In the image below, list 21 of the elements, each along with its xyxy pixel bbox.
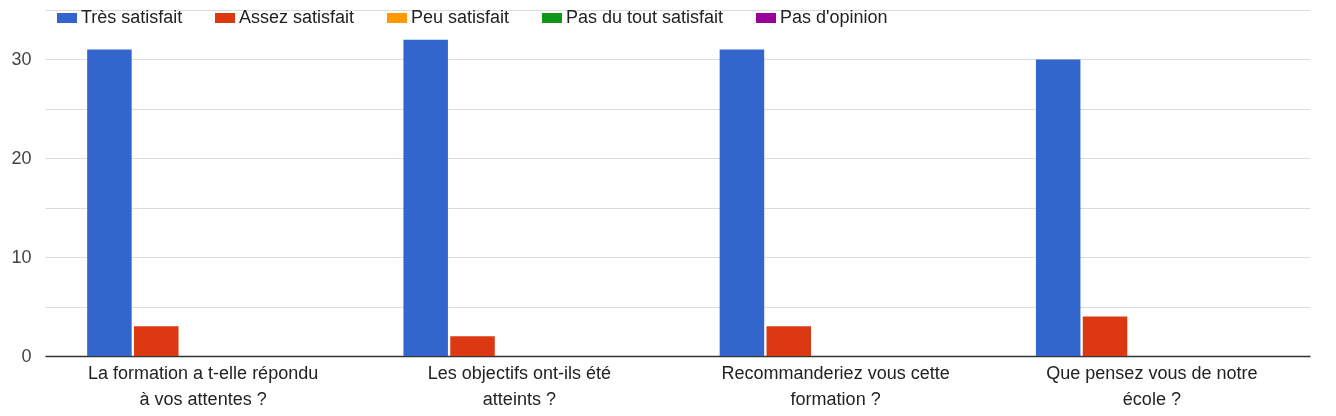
bar [766,326,812,356]
legend-label: Pas d'opinion [780,7,888,27]
bar [134,326,179,356]
legend-label: Peu satisfait [411,7,510,27]
x-tick-label: La formation a t-elle répondu à vos attentes ? [88,362,319,409]
bar [1035,59,1081,356]
bar [87,49,132,356]
bar [403,39,448,356]
legend-label: Pas du tout satisfait [566,7,724,27]
x-tick-label: Que pensez vous de notre école ? [1046,362,1258,409]
y-tick-label: 0 [21,345,32,366]
bar [1082,316,1128,356]
bar [719,49,765,356]
x-tick-label: Recommanderiez vous cette formation ? [721,362,950,409]
y-tick-label: 30 [11,48,32,69]
y-tick-label: 20 [11,147,32,168]
legend-label: Très satisfait [81,7,183,27]
legend-label: Assez satisfait [239,7,355,27]
x-tick-label: Les objectifs ont-ils été atteints ? [427,362,611,409]
bar [450,336,495,356]
y-tick-label: 10 [11,246,32,267]
